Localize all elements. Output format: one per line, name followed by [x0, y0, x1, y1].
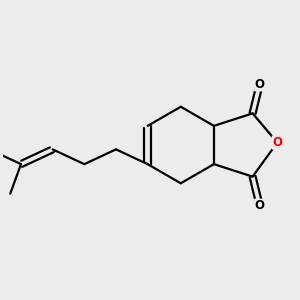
Text: O: O [255, 199, 265, 212]
Text: O: O [255, 78, 265, 91]
Text: O: O [272, 136, 282, 149]
